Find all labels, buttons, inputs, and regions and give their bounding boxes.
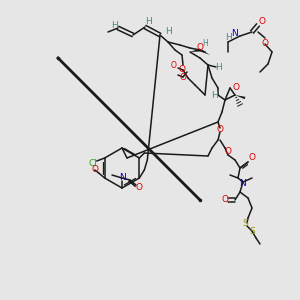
Text: H: H (212, 92, 218, 100)
Text: O: O (224, 148, 232, 157)
Text: O: O (196, 43, 203, 52)
Text: O: O (91, 166, 98, 175)
Text: O: O (232, 83, 239, 92)
Text: O: O (221, 196, 229, 205)
Text: O: O (171, 61, 177, 70)
Polygon shape (190, 49, 200, 52)
Text: H: H (202, 38, 208, 47)
Text: H: H (112, 20, 118, 29)
Polygon shape (200, 49, 210, 55)
Text: O: O (179, 74, 187, 82)
Text: O: O (259, 17, 266, 26)
Text: S: S (249, 227, 255, 236)
Text: Cl: Cl (88, 158, 97, 167)
Text: O: O (248, 154, 256, 163)
Text: N: N (231, 28, 237, 38)
Text: O: O (136, 184, 142, 193)
Text: H: H (145, 17, 152, 26)
Text: H: H (165, 28, 171, 37)
Text: O: O (178, 65, 185, 74)
Text: N: N (240, 178, 246, 188)
Text: O: O (217, 125, 224, 134)
Text: N: N (118, 173, 125, 182)
Polygon shape (235, 95, 245, 99)
Text: S: S (242, 220, 248, 229)
Text: H: H (225, 34, 231, 43)
Text: O: O (262, 40, 268, 49)
Text: H: H (214, 64, 221, 73)
